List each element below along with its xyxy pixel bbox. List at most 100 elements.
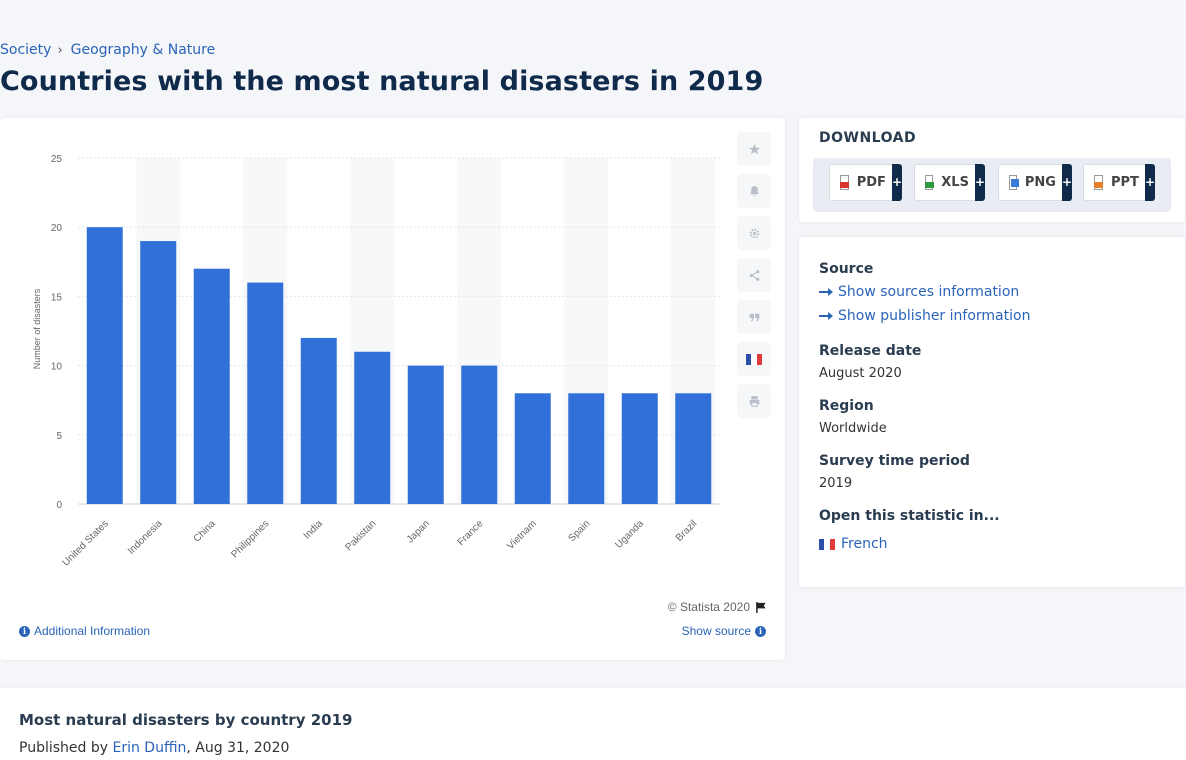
show-source-link[interactable]: Show source i xyxy=(682,624,766,638)
survey-period-label: Survey time period xyxy=(819,453,970,469)
bar xyxy=(86,227,123,504)
bar xyxy=(193,268,230,504)
ppt-file-icon xyxy=(1094,175,1103,190)
open-in-french-link[interactable]: French xyxy=(819,536,888,552)
x-tick-label: Brazil xyxy=(674,518,699,543)
share-button[interactable] xyxy=(737,258,771,292)
published-prefix: Published by xyxy=(19,740,113,756)
source-label: Source xyxy=(819,261,874,277)
page-title: Countries with the most natural disaster… xyxy=(0,66,764,97)
breadcrumb-separator: › xyxy=(57,42,63,58)
pdf-file-icon xyxy=(840,175,849,190)
favorite-button[interactable] xyxy=(737,132,771,166)
bar-chart: 0 5 10 15 20 25 Number of disasters United Stat… xyxy=(32,154,720,569)
published-date: , Aug 31, 2020 xyxy=(186,740,290,756)
french-flag-icon xyxy=(819,538,835,550)
x-tick-label: United States xyxy=(61,518,111,568)
y-axis-label: Number of disasters xyxy=(32,288,42,369)
x-tick-label: Japan xyxy=(405,518,432,545)
bar xyxy=(675,393,712,504)
bell-icon xyxy=(749,185,759,196)
plus-icon: + xyxy=(1061,163,1072,201)
pdf-label: PDF xyxy=(856,175,886,190)
bar xyxy=(140,241,177,504)
x-tick-label: China xyxy=(192,518,219,545)
region-label: Region xyxy=(819,398,874,414)
bar xyxy=(621,393,658,504)
arrow-right-icon xyxy=(819,288,833,296)
statistic-info-card: Source Show sources information Show pub… xyxy=(799,237,1185,587)
png-label: PNG xyxy=(1024,175,1056,190)
chart-card: 0 5 10 15 20 25 Number of disasters United Stat… xyxy=(0,118,785,660)
region-value: Worldwide xyxy=(819,421,887,436)
share-icon xyxy=(749,269,759,281)
x-tick-label: Uganda xyxy=(613,518,646,551)
show-publisher-link[interactable]: Show publisher information xyxy=(819,308,1030,324)
x-tick-label: India xyxy=(302,518,325,541)
y-tick-label: 20 xyxy=(51,223,63,234)
y-tick-label: 0 xyxy=(56,500,62,511)
bar xyxy=(300,337,337,504)
x-tick-label: Vietnam xyxy=(505,518,539,552)
gear-icon xyxy=(749,228,759,238)
y-tick-label: 10 xyxy=(51,362,63,373)
download-title: DOWNLOAD xyxy=(819,130,917,146)
bar xyxy=(247,282,284,504)
plus-icon: + xyxy=(891,163,902,201)
author-link[interactable]: Erin Duffin xyxy=(112,740,187,756)
statistic-subtitle: Most natural disasters by country 2019 xyxy=(19,711,353,729)
published-by: Published by Erin Duffin, Aug 31, 2020 xyxy=(19,740,289,756)
x-tick-label: Pakistan xyxy=(343,518,378,553)
open-in-label: Open this statistic in... xyxy=(819,508,1000,524)
breadcrumb: Society › Geography & Nature xyxy=(0,42,215,58)
download-png-button[interactable]: PNG + xyxy=(998,163,1072,201)
show-sources-label: Show sources information xyxy=(838,284,1020,300)
info-icon: i xyxy=(19,625,30,637)
settings-button[interactable] xyxy=(737,216,771,250)
quote-icon xyxy=(749,313,759,321)
description-card: Most natural disasters by country 2019 P… xyxy=(0,688,1186,760)
cite-button[interactable] xyxy=(737,300,771,334)
star-icon xyxy=(748,143,760,154)
download-ppt-button[interactable]: PPT + xyxy=(1083,163,1155,201)
download-xls-button[interactable]: XLS + xyxy=(914,163,985,201)
notification-button[interactable] xyxy=(737,174,771,208)
bar xyxy=(461,365,498,504)
bar xyxy=(514,393,551,504)
y-tick-label: 25 xyxy=(51,154,63,165)
plus-icon: + xyxy=(1144,163,1155,201)
plus-icon: + xyxy=(974,163,985,201)
show-source-label: Show source xyxy=(681,624,751,638)
xls-file-icon xyxy=(925,175,935,190)
french-version-button[interactable] xyxy=(737,342,771,376)
ppt-label: PPT xyxy=(1111,175,1139,190)
y-tick-label: 15 xyxy=(51,292,63,303)
png-file-icon xyxy=(1009,175,1019,190)
bar xyxy=(407,365,444,504)
xls-label: XLS xyxy=(941,175,969,190)
additional-info-label: Additional Information xyxy=(34,624,151,638)
bar xyxy=(568,393,605,504)
french-flag-icon xyxy=(746,353,762,365)
arrow-right-icon xyxy=(819,312,833,320)
release-date-value: August 2020 xyxy=(819,366,902,381)
show-sources-link[interactable]: Show sources information xyxy=(819,284,1019,300)
statista-credit: © Statista 2020 xyxy=(668,600,767,614)
print-icon xyxy=(749,395,759,407)
additional-info-link[interactable]: i Additional Information xyxy=(19,624,150,638)
x-tick-label: Spain xyxy=(567,518,593,544)
x-tick-label: France xyxy=(456,518,486,548)
breadcrumb-geography-nature[interactable]: Geography & Nature xyxy=(70,42,216,58)
x-tick-label: Philippines xyxy=(229,518,271,560)
flag-report-icon[interactable] xyxy=(756,601,767,613)
download-pdf-button[interactable]: PDF + xyxy=(829,163,902,201)
french-label: French xyxy=(841,536,888,552)
show-publisher-label: Show publisher information xyxy=(838,308,1031,324)
download-card: DOWNLOAD PDF + XLS + PNG + PPT + xyxy=(799,118,1185,222)
bar xyxy=(354,351,391,504)
breadcrumb-society[interactable]: Society xyxy=(0,42,52,58)
release-date-label: Release date xyxy=(819,343,922,359)
print-button[interactable] xyxy=(737,384,771,418)
credit-text: © Statista 2020 xyxy=(667,600,750,614)
